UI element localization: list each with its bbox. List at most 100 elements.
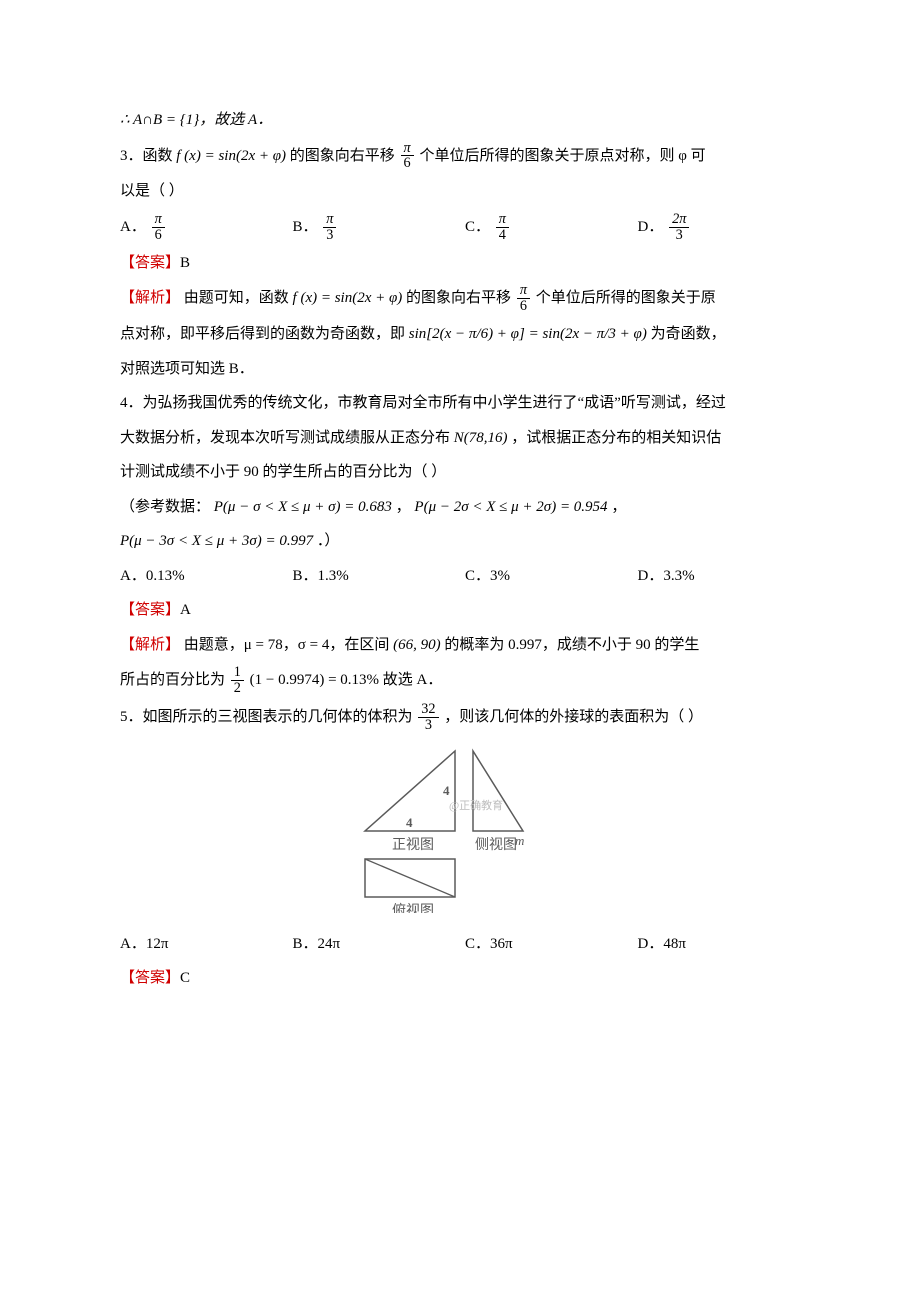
q4-option-c[interactable]: C．3% (465, 562, 638, 591)
q3-exp-line1: 【解析】 由题可知，函数 f (x) = sin(2x + φ) 的图象向右平移… (120, 283, 810, 314)
q3-exp-fx: f (x) = sin(2x + φ) (293, 290, 403, 306)
residual-math: ∴ A∩B = {1}，故选 A． (120, 112, 272, 128)
q3-exp-frac: π 6 (517, 283, 530, 314)
q3-expE-b: 为奇函数， (651, 326, 726, 342)
q4-expB-b: 的概率为 0.997，成绩不小于 90 的学生 (444, 637, 699, 653)
q4-ref2: P(μ − 2σ < X ≤ μ + 2σ) = 0.954 (414, 499, 607, 515)
q5-answer-label: 【答案】 (120, 970, 180, 986)
svg-text:@正确教育: @正确教育 (449, 798, 503, 812)
q3-frac: π 6 (401, 141, 414, 172)
q3-optB-lbl: B． (293, 219, 318, 235)
q3-option-d[interactable]: D． 2π 3 (638, 212, 811, 243)
q5-answer: 【答案】C (120, 964, 810, 993)
q4-expB-a: 由题意，μ = 78，σ = 4，在区间 (184, 637, 393, 653)
q4-expB-m: (66, 90) (393, 637, 441, 653)
q3-stem-a: 3．函数 (120, 147, 176, 163)
q4-expC-num: 1 (231, 665, 244, 681)
q4-ref-line2: P(μ − 3σ < X ≤ μ + 3σ) = 0.997 ．） (120, 527, 810, 556)
q3-optA-den: 6 (152, 228, 165, 243)
q5-option-d[interactable]: D．48π (638, 930, 811, 959)
q3-answer-letter: B (180, 255, 190, 271)
q3-optA-lbl: A． (120, 219, 146, 235)
q5-options: A．12π B．24π C．36π D．48π (120, 930, 810, 959)
q3-option-a[interactable]: A． π 6 (120, 212, 293, 243)
q5-option-b[interactable]: B．24π (293, 930, 466, 959)
q4-l2m: N(78,16) (454, 430, 508, 446)
svg-text:侧视图: 侧视图 (475, 837, 517, 853)
q4-exp-line2: 所占的百分比为 1 2 (1 − 0.9974) = 0.13% 故选 A． (120, 665, 810, 696)
q4-l2: 大数据分析，发现本次听写测试成绩服从正态分布 N(78,16) ，试根据正态分布… (120, 424, 810, 453)
q3-exp-line2: 点对称，即平移后得到的函数为奇函数，即 sin[2(x − π/6) + φ] … (120, 320, 810, 349)
q3-optB-frac: π 3 (323, 212, 336, 243)
q3-option-c[interactable]: C． π 4 (465, 212, 638, 243)
svg-text:4: 4 (443, 783, 450, 798)
q3-optC-lbl: C． (465, 219, 490, 235)
q3-optC-frac: π 4 (496, 212, 509, 243)
q3-stem-line2: 以是（ ） (120, 177, 810, 206)
q4-expC-b: 故选 A． (383, 672, 443, 688)
three-view-svg: 44正视图m侧视图@正确教育俯视图 (335, 743, 595, 913)
q4-options: A．0.13% B．1.3% C．3% D．3.3% (120, 562, 810, 591)
q4-expC-a: 所占的百分比为 (120, 672, 229, 688)
q5-answer-letter: C (180, 970, 190, 986)
q3-option-b[interactable]: B． π 3 (293, 212, 466, 243)
q4-option-d[interactable]: D．3.3% (638, 562, 811, 591)
q4-ref-b: ， (611, 499, 626, 515)
q5-option-a[interactable]: A．12π (120, 930, 293, 959)
q3-expB: 由题可知，函数 (184, 290, 293, 306)
q3-optD-frac: 2π 3 (669, 212, 689, 243)
q4-l1: 4．为弘扬我国优秀的传统文化，市教育局对全市所有中小学生进行了“成语”听写测试，… (120, 389, 810, 418)
svg-text:俯视图: 俯视图 (392, 903, 434, 913)
q3-options: A． π 6 B． π 3 C． π 4 D． 2π 3 (120, 212, 810, 243)
q4-ref1: P(μ − σ < X ≤ μ + σ) = 0.683 (214, 499, 392, 515)
q4-ref-c: ．） (317, 533, 340, 549)
q4-answer: 【答案】A (120, 596, 810, 625)
q4-ref-line1: （参考数据： P(μ − σ < X ≤ μ + σ) = 0.683 ， P(… (120, 493, 810, 522)
q4-expC-frac: 1 2 (231, 665, 244, 696)
q3-exp-line3: 对照选项可知选 B． (120, 355, 810, 384)
q3-answer: 【答案】B (120, 249, 810, 278)
q3-optD-lbl: D． (638, 219, 664, 235)
q3-optA-num: π (152, 212, 165, 228)
q4-option-a[interactable]: A．0.13% (120, 562, 293, 591)
q5-l1a: 5．如图所示的三视图表示的几何体的体积为 (120, 709, 416, 725)
q3-frac-den: 6 (401, 156, 414, 171)
q4-l2b: ，试根据正态分布的相关知识估 (511, 430, 721, 446)
q4-exp-line1: 【解析】 由题意，μ = 78，σ = 4，在区间 (66, 90) 的概率为 … (120, 631, 810, 660)
svg-text:4: 4 (406, 815, 413, 830)
q3-stem-d: 以是（ ） (120, 183, 184, 199)
q5-den: 3 (418, 718, 438, 733)
q3-optD-den: 3 (669, 228, 689, 243)
q3-optB-den: 3 (323, 228, 336, 243)
q4-answer-label: 【答案】 (120, 602, 180, 618)
q3-expC: 的图象向右平移 (406, 290, 515, 306)
q5-l1b: ，则该几何体的外接球的表面积为（ ） (444, 709, 703, 725)
q3-stem-c: 个单位后所得的图象关于原点对称，则 φ 可 (419, 147, 705, 163)
q3-exp-den: 6 (517, 299, 530, 314)
q3-answer-label: 【答案】 (120, 255, 180, 271)
q4-exp-tag: 【解析】 (120, 637, 180, 653)
q4-answer-letter: A (180, 602, 191, 618)
q4-ref3: P(μ − 3σ < X ≤ μ + 3σ) = 0.997 (120, 533, 313, 549)
q5-figure: 44正视图m侧视图@正确教育俯视图 (120, 743, 810, 924)
q3-optC-num: π (496, 212, 509, 228)
q4-option-b[interactable]: B．1.3% (293, 562, 466, 591)
q3-stem-b: 的图象向右平移 (290, 147, 399, 163)
q3-expE-mid: sin[2(x − π/6) + φ] = sin(2x − π/3 + φ) (409, 326, 647, 342)
q4-expC-mid: (1 − 0.9974) = 0.13% (250, 672, 379, 688)
q4-expC-den: 2 (231, 681, 244, 696)
q3-exp-num: π (517, 283, 530, 299)
q3-fx: f (x) = sin(2x + φ) (176, 147, 286, 163)
q5-option-c[interactable]: C．36π (465, 930, 638, 959)
q3-frac-num: π (401, 141, 414, 157)
q3-optC-den: 4 (496, 228, 509, 243)
q3-exp-tag: 【解析】 (120, 290, 180, 306)
q3-expD: 个单位后所得的图象关于原 (536, 290, 716, 306)
q3-optD-num: 2π (669, 212, 689, 228)
q5-frac: 32 3 (418, 702, 438, 733)
q4-l2a: 大数据分析，发现本次听写测试成绩服从正态分布 (120, 430, 454, 446)
q3-stem-line1: 3．函数 f (x) = sin(2x + φ) 的图象向右平移 π 6 个单位… (120, 141, 810, 172)
q3-expE-a: 点对称，即平移后得到的函数为奇函数，即 (120, 326, 409, 342)
residual-line-q2: ∴ A∩B = {1}，故选 A． (120, 106, 810, 135)
q4-l3: 计测试成绩不小于 90 的学生所占的百分比为（ ） (120, 458, 810, 487)
